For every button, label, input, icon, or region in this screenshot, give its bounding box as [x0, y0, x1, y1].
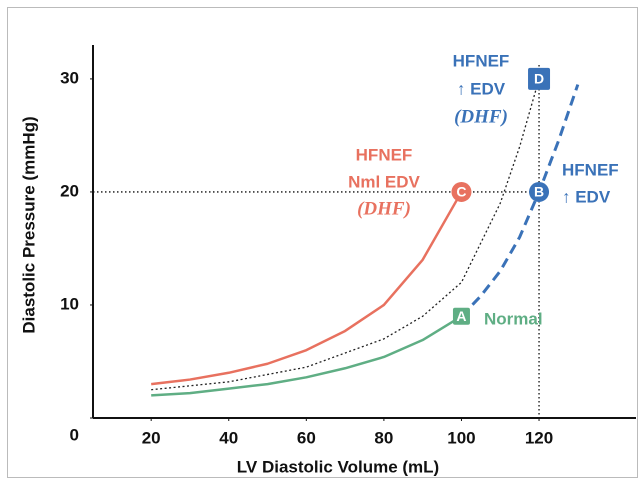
point-label: D — [534, 71, 544, 87]
x-axis-label: LV Diastolic Volume (mL) — [237, 457, 439, 476]
x-tick-label: 60 — [297, 428, 316, 447]
annotation: Normal — [484, 309, 543, 328]
annotation: (DHF) — [357, 198, 411, 219]
x-tick-label: 120 — [525, 428, 553, 447]
y-tick-label: 10 — [60, 294, 79, 313]
y-tick-label: 0 — [70, 425, 79, 444]
curve — [151, 315, 463, 397]
annotation: ↑ EDV — [457, 79, 506, 98]
annotation: HFNEF — [453, 51, 510, 70]
annotation: HFNEF — [356, 145, 413, 164]
point-label: B — [534, 184, 544, 200]
y-tick-label: 30 — [60, 68, 79, 87]
x-tick-label: 40 — [219, 428, 238, 447]
curve — [151, 78, 540, 391]
x-tick-label: 80 — [374, 428, 393, 447]
frame — [7, 7, 638, 478]
point-marker — [451, 181, 472, 202]
annotation: (DHF) — [454, 106, 508, 127]
point-marker — [452, 307, 470, 325]
curve — [151, 191, 463, 386]
y-axis-label: Diastolic Pressure (mmHg) — [19, 116, 38, 333]
annotation: ↑ EDV — [562, 187, 611, 206]
annotation: Nml EDV — [348, 172, 420, 191]
point-label: C — [456, 184, 466, 200]
y-tick-label: 20 — [60, 181, 79, 200]
point-marker — [529, 181, 550, 202]
x-tick-label: 100 — [447, 428, 475, 447]
x-tick-label: 20 — [142, 428, 161, 447]
point-label: A — [456, 308, 466, 324]
curve — [460, 84, 580, 318]
annotation: HFNEF — [562, 160, 619, 179]
point-marker — [528, 67, 551, 90]
